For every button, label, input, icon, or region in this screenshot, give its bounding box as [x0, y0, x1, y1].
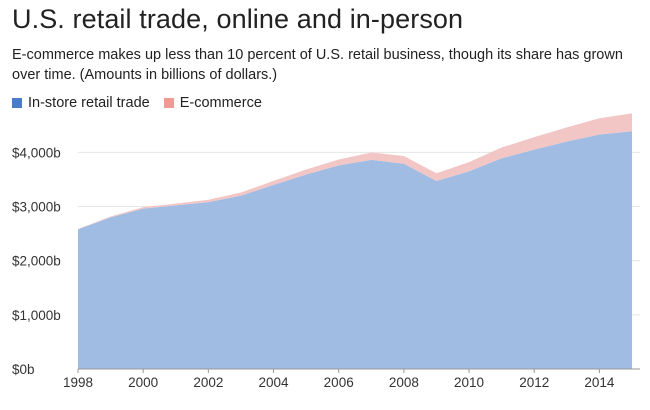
x-tick-label: 1998 [63, 375, 93, 390]
legend-label-e-commerce: E-commerce [179, 95, 262, 111]
x-tick-label: 2004 [259, 375, 290, 390]
area-e-commerce [78, 113, 632, 230]
y-tick-label: $0b [12, 362, 35, 377]
x-tick-label: 2014 [584, 375, 615, 390]
x-tick-label: 2010 [454, 375, 484, 390]
x-tick-label: 2002 [193, 375, 223, 390]
chart-title: U.S. retail trade, online and in-person [12, 4, 464, 34]
legend-item-in-store: In-store retail trade [12, 95, 150, 111]
legend: In-store retail trade E-commerce [12, 95, 276, 111]
axes: $0b $1,000b $2,000b $3,000b $4,000b 1998 2000 2… [12, 145, 640, 390]
legend-swatch-in-store [12, 98, 22, 108]
x-tick-label: 2008 [389, 375, 419, 390]
y-tick-label: $2,000b [12, 254, 61, 269]
y-tick-label: $3,000b [12, 200, 61, 215]
legend-label-in-store: In-store retail trade [28, 95, 150, 111]
y-tick-label: $4,000b [12, 145, 61, 160]
x-tick-label: 2000 [128, 375, 158, 390]
y-tick-label: $1,000b [12, 308, 61, 323]
area-series [78, 113, 632, 369]
x-tick-label: 2012 [519, 375, 549, 390]
area-in-store [78, 131, 632, 369]
chart-subtitle: E-commerce makes up less than 10 percent… [12, 47, 623, 83]
legend-item-e-commerce: E-commerce [163, 95, 262, 111]
x-tick-label: 2006 [324, 375, 354, 390]
legend-swatch-e-commerce [163, 98, 174, 108]
